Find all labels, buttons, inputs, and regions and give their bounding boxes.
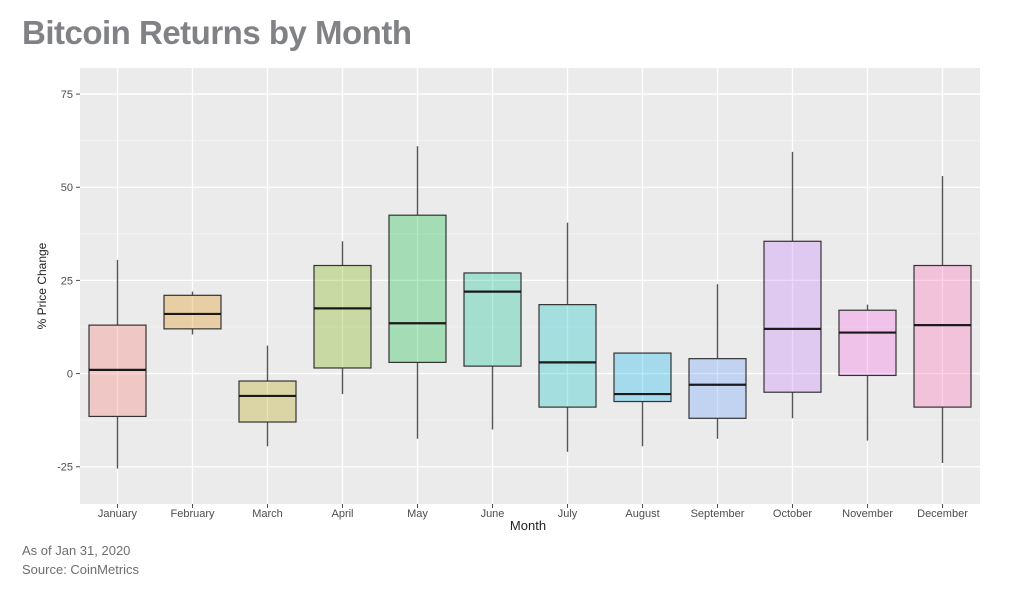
box-january: [88, 259, 147, 469]
y-axis-ticks: -25 0 25 50 75: [57, 89, 80, 474]
x-tick-label: February: [170, 508, 215, 520]
x-tick-label: August: [625, 508, 659, 520]
box-june: [463, 272, 522, 430]
box-iqr: [838, 309, 897, 377]
box-iqr: [538, 304, 597, 408]
box-july: [538, 222, 597, 452]
x-axis-title: Month: [510, 518, 546, 533]
x-tick-label: January: [98, 508, 138, 520]
footnote-date: As of Jan 31, 2020: [22, 543, 131, 558]
box-iqr: [688, 358, 747, 419]
y-tick-label: 0: [67, 369, 73, 381]
x-axis-ticks: January February March April May June July Augu…: [98, 504, 968, 520]
box-february: [163, 291, 222, 335]
box-iqr: [313, 264, 372, 369]
box-iqr: [913, 264, 972, 408]
x-tick-label: June: [481, 508, 505, 520]
box-iqr: [238, 380, 297, 423]
box-iqr: [763, 240, 822, 393]
chart-title: Bitcoin Returns by Month: [22, 14, 412, 51]
box-december: [913, 176, 972, 464]
box-iqr: [163, 294, 222, 330]
box-iqr: [463, 272, 522, 367]
box-october: [763, 151, 822, 419]
box-august: [613, 352, 672, 447]
x-tick-label: July: [558, 508, 578, 520]
box-november: [838, 304, 897, 441]
box-series: [88, 146, 972, 469]
x-tick-label: May: [407, 508, 428, 520]
y-tick-label: -25: [57, 462, 73, 474]
box-april: [313, 241, 372, 395]
y-tick-label: 50: [61, 182, 73, 194]
footnote-source: Source: CoinMetrics: [22, 562, 140, 577]
y-axis-title: % Price Change: [35, 242, 49, 329]
box-iqr: [388, 214, 447, 363]
x-tick-label: November: [842, 508, 893, 520]
x-tick-label: September: [691, 508, 745, 520]
x-tick-label: October: [773, 508, 812, 520]
y-tick-label: 25: [61, 275, 73, 287]
y-tick-label: 75: [61, 89, 73, 101]
box-may: [388, 146, 447, 439]
x-tick-label: March: [252, 508, 283, 520]
plot-panel: [80, 68, 980, 504]
box-march: [238, 345, 297, 447]
box-september: [688, 284, 747, 439]
x-tick-label: April: [331, 508, 353, 520]
x-tick-label: December: [917, 508, 968, 520]
